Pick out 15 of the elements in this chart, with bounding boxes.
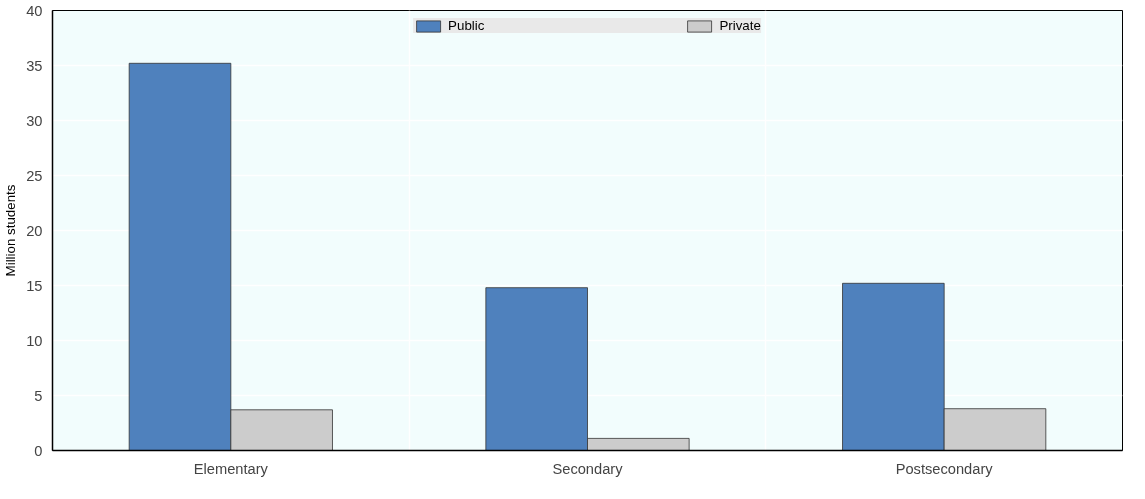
legend-label: Public [448, 18, 485, 33]
y-tick-label: 5 [34, 387, 43, 404]
y-tick-label: 0 [34, 442, 43, 459]
y-tick-label: 35 [26, 57, 43, 74]
y-tick-label: 25 [26, 167, 43, 184]
legend-label: Private [719, 18, 761, 33]
x-tick-label: Elementary [193, 460, 269, 477]
y-tick-label: 30 [26, 112, 43, 129]
y-axis-title: Million students [3, 184, 19, 277]
y-tick-label: 40 [26, 2, 43, 19]
y-tick-label: 15 [26, 277, 43, 294]
y-tick-label: 10 [26, 332, 43, 349]
x-tick-label: Postsecondary [895, 460, 994, 477]
y-tick-label: 20 [26, 222, 43, 239]
x-tick-label: Secondary [552, 460, 624, 477]
